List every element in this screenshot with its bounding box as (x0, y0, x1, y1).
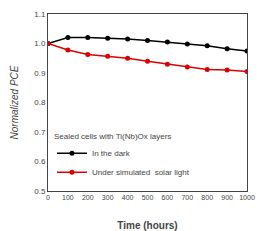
svg-text:100: 100 (62, 194, 74, 201)
svg-text:0.6: 0.6 (34, 157, 46, 166)
svg-text:Sealed cells with Ti(Nb)Ox lay: Sealed cells with Ti(Nb)Ox layers (54, 132, 171, 141)
svg-text:400: 400 (122, 194, 134, 201)
svg-text:200: 200 (82, 194, 94, 201)
svg-text:0.8: 0.8 (34, 98, 46, 107)
svg-text:700: 700 (181, 194, 193, 201)
svg-text:0.5: 0.5 (34, 187, 46, 196)
svg-text:500: 500 (142, 194, 154, 201)
svg-text:In the dark: In the dark (92, 149, 131, 158)
svg-text:300: 300 (102, 194, 114, 201)
svg-text:0.7: 0.7 (34, 128, 46, 137)
svg-text:800: 800 (201, 194, 213, 201)
svg-text:1.0: 1.0 (34, 39, 46, 48)
svg-text:0.9: 0.9 (34, 69, 46, 78)
svg-text:600: 600 (162, 194, 174, 201)
svg-text:Time (hours): Time (hours) (117, 220, 177, 231)
svg-text:Normalized PCE: Normalized PCE (9, 65, 20, 139)
svg-text:0: 0 (46, 194, 50, 201)
svg-text:1.1: 1.1 (34, 10, 46, 19)
svg-text:1000: 1000 (239, 194, 255, 201)
svg-text:Under simulated solar light: Under simulated solar light (92, 168, 190, 177)
svg-text:900: 900 (221, 194, 233, 201)
